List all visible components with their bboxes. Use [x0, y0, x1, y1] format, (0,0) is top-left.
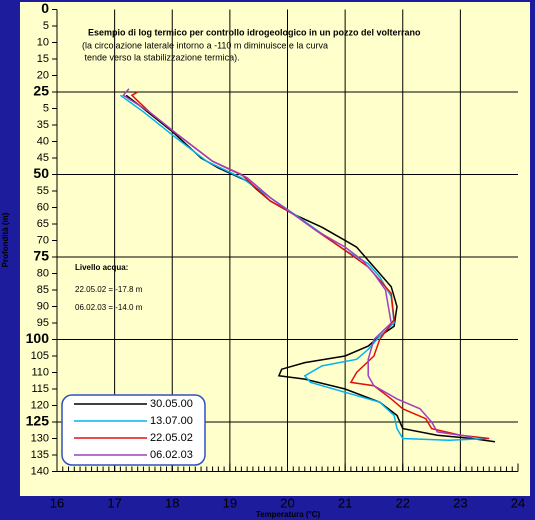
y-tick-label: 10	[37, 36, 49, 48]
legend-label: 06.02.03	[150, 449, 193, 461]
x-tick-label: 19	[223, 495, 237, 510]
y-tick-label: 50	[33, 165, 49, 181]
annotation: 06.02.03 = -14.0 m	[75, 303, 143, 312]
x-tick-label: 16	[50, 495, 64, 510]
legend-label: 30.05.00	[150, 398, 193, 410]
legend-label: 13.07.00	[150, 415, 193, 427]
chart-title: Esempio di log termico per controllo idr…	[88, 27, 421, 37]
x-tick-label: 17	[107, 495, 121, 510]
x-tick-label: 20	[280, 495, 294, 510]
x-tick-label: 18	[165, 495, 179, 510]
x-tick-label: 22	[396, 495, 410, 510]
y-tick-label: 125	[26, 413, 50, 429]
subtitle: tende verso la stabilizzazione termica).	[82, 52, 240, 62]
y-tick-label: 45	[37, 152, 49, 164]
annotation: Livello acqua:	[75, 263, 128, 272]
y-tick-label: 70	[37, 234, 49, 246]
x-tick-label: 23	[453, 495, 467, 510]
y-tick-label: 65	[37, 218, 49, 230]
y-tick-label: 115	[31, 383, 49, 395]
y-tick-label: 90	[37, 300, 49, 312]
y-axis-label: Profondità (m)	[1, 212, 10, 267]
y-tick-label: 5	[43, 102, 49, 114]
y-tick-label: 80	[37, 267, 49, 279]
legend-label: 22.05.02	[150, 432, 193, 444]
y-tick-label: 75	[33, 248, 49, 264]
x-axis-label: Temperatura (°C)	[256, 510, 321, 519]
series-line	[122, 88, 473, 438]
y-tick-label: 15	[37, 53, 49, 65]
y-tick-label: 135	[31, 449, 49, 461]
y-tick-label: 120	[31, 399, 49, 411]
y-tick-label: 130	[31, 432, 49, 444]
x-tick-label: 21	[338, 495, 352, 510]
y-tick-label: 60	[37, 201, 49, 213]
annotation: 22.05.02 = -17.8 m	[75, 285, 143, 294]
y-tick-label: 100	[26, 330, 50, 346]
y-tick-label: 35	[37, 119, 49, 131]
y-tick-label: 55	[37, 185, 49, 197]
y-tick-label: 105	[31, 350, 49, 362]
subtitle: (la circolazione laterale intorno a -110…	[82, 40, 328, 50]
y-tick-label: 5	[43, 20, 49, 32]
y-tick-label: 20	[37, 69, 49, 81]
y-tick-label: 0	[41, 0, 49, 16]
y-tick-label: 85	[37, 284, 49, 296]
y-tick-label: 40	[37, 135, 49, 147]
y-tick-label: 140	[31, 465, 49, 477]
y-tick-label: 95	[37, 317, 49, 329]
legend-box	[61, 394, 206, 466]
y-tick-label: 110	[31, 366, 49, 378]
y-tick-label: 25	[33, 83, 49, 99]
x-tick-label: 24	[511, 495, 525, 510]
